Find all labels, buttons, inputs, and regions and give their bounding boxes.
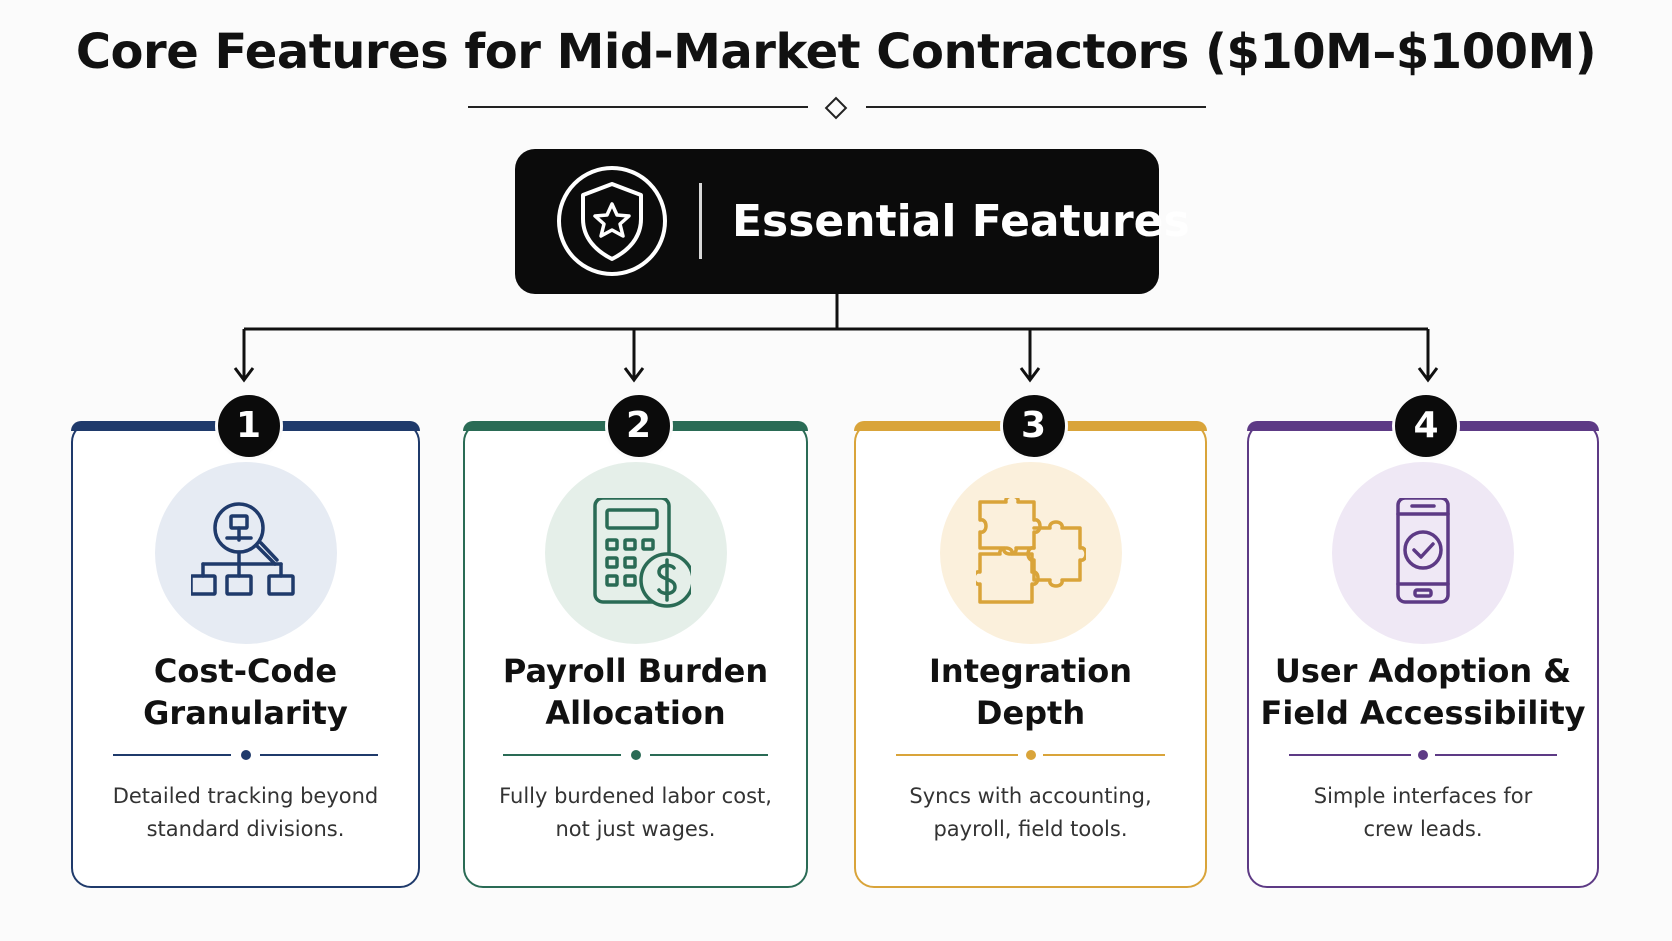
- card-rule-right: [260, 754, 378, 756]
- card-title-line2: Field Accessibility: [1260, 694, 1586, 732]
- card-title: Cost-Code Granularity: [73, 650, 418, 734]
- icon-circle: [544, 462, 727, 644]
- card-title-line2: Depth: [975, 694, 1086, 732]
- card-description: Syncs with accounting, payroll, field to…: [870, 780, 1191, 846]
- card-title-line1: Payroll Burden: [502, 652, 769, 690]
- hierarchy-search-icon: [190, 502, 295, 596]
- card-title-line2: Granularity: [143, 694, 348, 732]
- hub-label: Essential Features: [732, 196, 1190, 247]
- number-badge: 2: [604, 392, 673, 460]
- card-desc-line2: standard divisions.: [146, 817, 345, 841]
- hub-separator: [699, 183, 702, 259]
- card-desc-line2: crew leads.: [1363, 817, 1483, 841]
- feature-card-payroll-burden: 2 Payroll Burden Allocation Full: [463, 392, 808, 888]
- card-rule-left: [113, 754, 231, 756]
- calculator-dollar-icon: [592, 498, 691, 608]
- card-title: Integration Depth: [856, 650, 1205, 734]
- card-title-line1: Integration: [929, 652, 1132, 690]
- card-title-line2: Allocation: [545, 694, 726, 732]
- card-rule-dot: [1418, 750, 1428, 760]
- card-rule-left: [503, 754, 621, 756]
- card-rule-right: [1435, 754, 1557, 756]
- icon-circle: [939, 462, 1122, 644]
- card-desc-line2: payroll, field tools.: [933, 817, 1128, 841]
- number-badge: 3: [999, 392, 1068, 460]
- card-rule-dot: [240, 750, 251, 760]
- card-rule-dot: [630, 750, 641, 760]
- title-rule-left: [468, 106, 808, 108]
- card-description: Fully burdened labor cost, not just wage…: [479, 780, 792, 846]
- card-desc-line1: Detailed tracking beyond: [112, 784, 379, 808]
- number-badge: 4: [1392, 392, 1460, 460]
- shield-star-icon: [555, 164, 669, 278]
- card-description: Detailed tracking beyond standard divisi…: [87, 780, 404, 846]
- icon-circle: [154, 462, 337, 644]
- card-desc-line1: Syncs with accounting,: [909, 784, 1152, 808]
- hub-box: Essential Features: [515, 149, 1190, 294]
- icon-circle: [1332, 462, 1514, 644]
- card-rule-left: [896, 754, 1018, 756]
- page-title: Core Features for Mid-Market Contractors…: [75, 24, 1597, 80]
- title-rule-right: [866, 106, 1206, 108]
- card-rule-right: [1043, 754, 1165, 756]
- card-desc-line1: Simple interfaces for: [1313, 784, 1533, 808]
- card-title: Payroll Burden Allocation: [465, 650, 806, 734]
- card-rule-dot: [1025, 750, 1036, 760]
- mobile-check-icon: [1396, 498, 1450, 604]
- puzzle-pieces-icon: [975, 498, 1086, 604]
- number-badge: 1: [214, 392, 283, 460]
- card-title: User Adoption & Field Accessibility: [1249, 650, 1597, 734]
- feature-card-cost-code: 1 Cost-Code Granularity: [71, 392, 420, 888]
- card-rule-left: [1289, 754, 1411, 756]
- card-title-line1: Cost-Code: [153, 652, 338, 690]
- card-rule-right: [650, 754, 768, 756]
- card-description: Simple interfaces for crew leads.: [1263, 780, 1583, 846]
- card-desc-line1: Fully burdened labor cost,: [499, 784, 772, 808]
- feature-card-integration-depth: 3 Integration Depth Syncs with accountin…: [854, 392, 1207, 888]
- card-title-line1: User Adoption &: [1274, 652, 1572, 690]
- card-desc-line2: not just wages.: [555, 817, 716, 841]
- feature-card-user-adoption: 4 User Adoption & Field Accessibility Si…: [1247, 392, 1599, 888]
